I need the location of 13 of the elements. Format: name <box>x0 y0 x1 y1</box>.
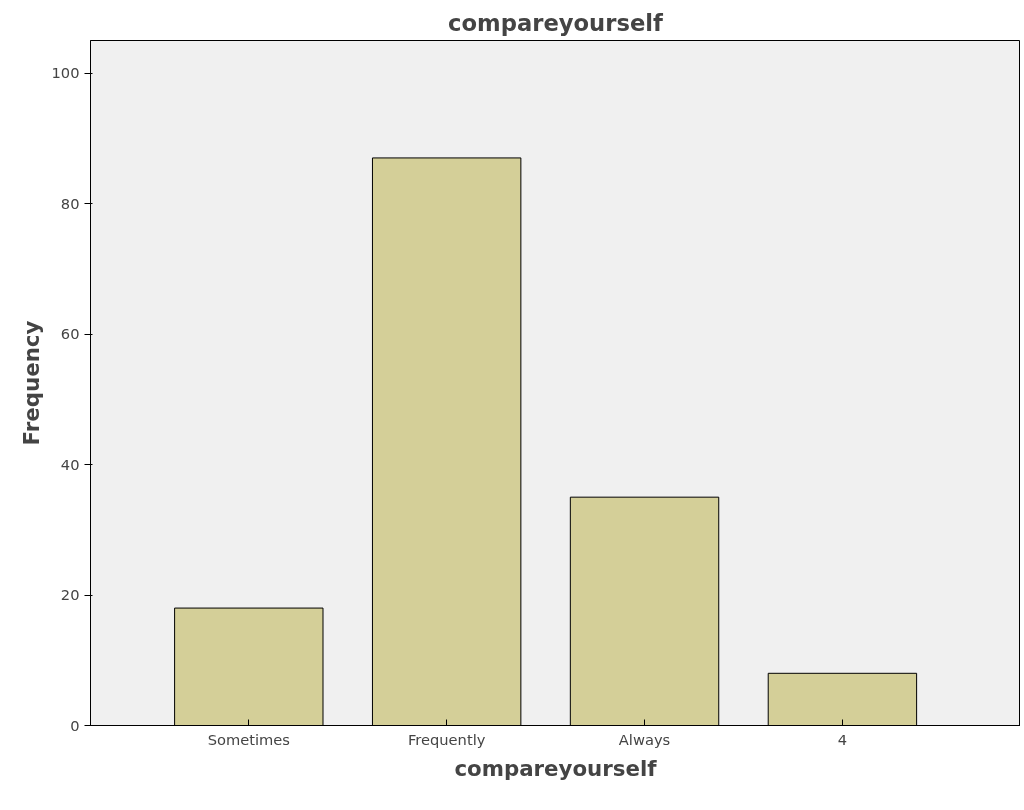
y-axis-title: Frequency <box>18 320 44 446</box>
y-tick-label: 40 <box>60 455 80 473</box>
y-tick-label: 0 <box>70 716 80 734</box>
x-axis-title: compareyourself <box>454 755 658 781</box>
y-tick-label: 60 <box>60 325 80 343</box>
x-tick-label: Sometimes <box>207 730 290 748</box>
x-tick-label: Always <box>618 730 671 748</box>
x-tick-label: 4 <box>837 730 848 748</box>
chart-title: compareyourself <box>448 9 665 36</box>
y-tick-label: 20 <box>60 586 80 604</box>
y-tick-label: 80 <box>60 194 80 212</box>
y-tick-label: 100 <box>51 64 80 82</box>
x-tick-label: Frequently <box>407 730 486 748</box>
